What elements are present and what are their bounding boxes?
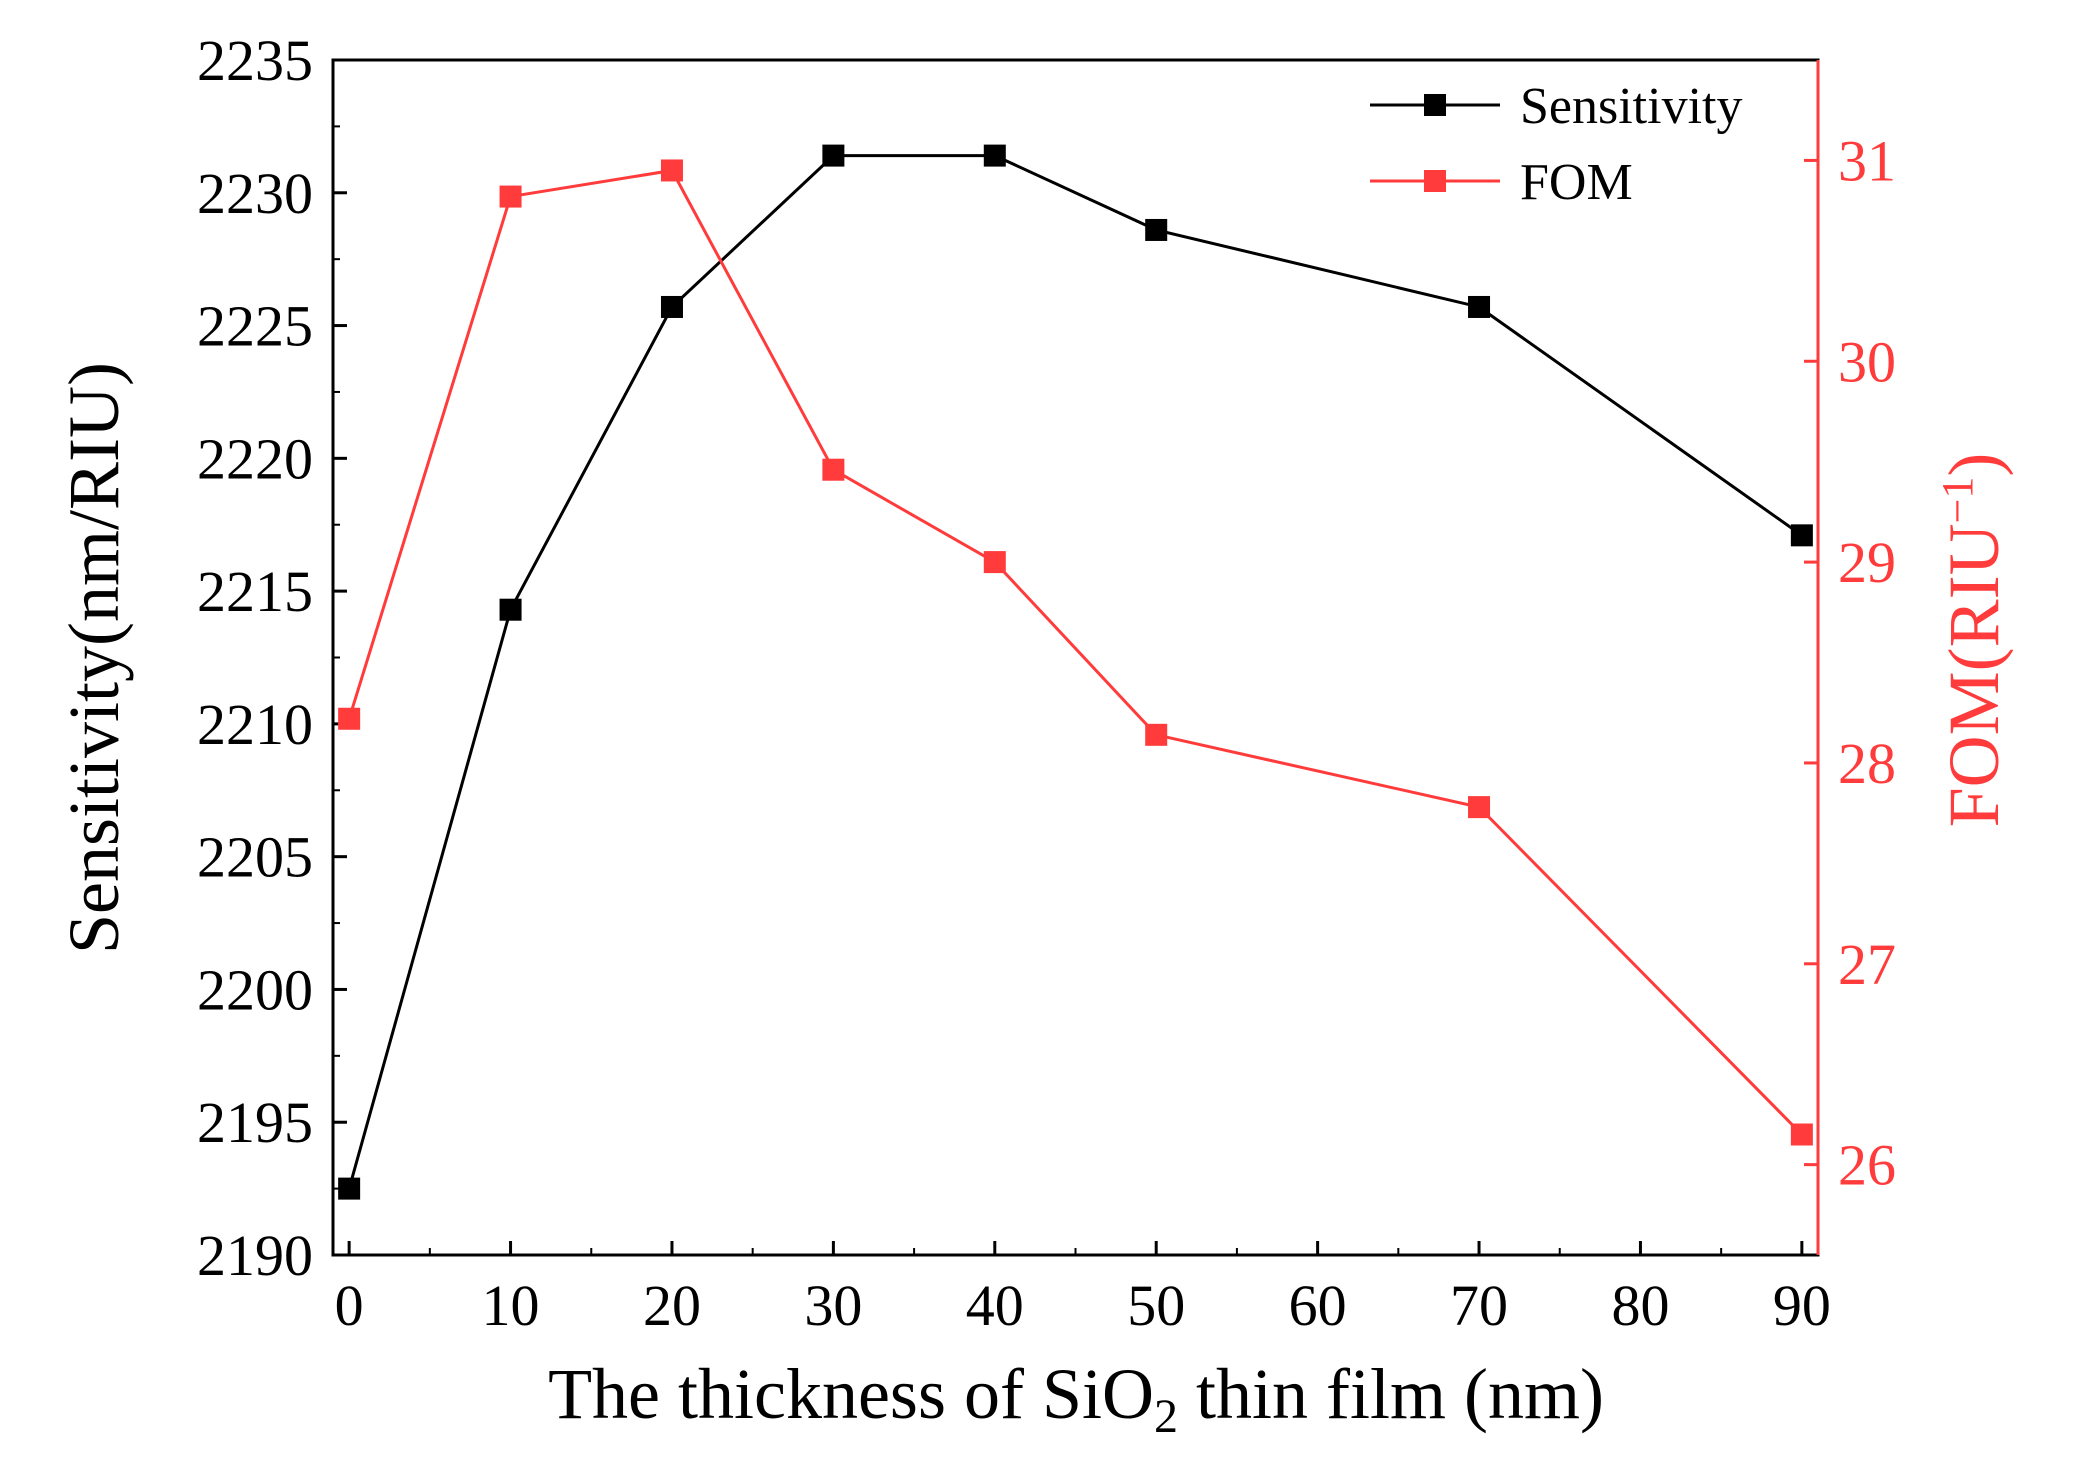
y-tick-label: 2200 [197, 957, 313, 1022]
legend-marker-sensitivity [1424, 94, 1446, 116]
y2-tick-label: 31 [1838, 128, 1896, 193]
data-point-fom [1145, 723, 1168, 746]
data-point-sensitivity [1145, 218, 1168, 241]
data-point-sensitivity [1790, 524, 1813, 547]
x-tick-label: 30 [804, 1273, 862, 1338]
y-tick-label: 2190 [197, 1223, 313, 1288]
data-point-fom [1468, 796, 1491, 819]
data-point-sensitivity [660, 295, 683, 318]
y-tick-label: 2210 [197, 692, 313, 757]
data-point-sensitivity [822, 144, 845, 167]
series-line-fom [347, 168, 1803, 1136]
x-tick-label: 10 [482, 1273, 540, 1338]
data-point-sensitivity [1468, 295, 1491, 318]
x-tick-label: 90 [1773, 1273, 1831, 1338]
y2-tick-label: 30 [1838, 329, 1896, 394]
data-point-fom [338, 707, 361, 730]
x-axis-title-main: The thickness of SiO [548, 1354, 1154, 1434]
legend-marker-fom [1424, 170, 1446, 192]
axis-ticks: 0 10 20 30 40 50 60 70 80 90 2190 2195 2200 2205 2210 2… [197, 28, 1896, 1338]
x-tick-label: 70 [1450, 1273, 1508, 1338]
x-tick-label: 50 [1127, 1273, 1185, 1338]
y-axis-title: Sensitivity(nm/RIU) [54, 362, 134, 954]
y-tick-label: 2220 [197, 426, 313, 491]
data-point-fom [499, 185, 522, 208]
data-point-sensitivity [338, 1177, 361, 1200]
y-tick-label: 2225 [197, 294, 313, 359]
y-tick-label: 2215 [197, 559, 313, 624]
series-line-sensitivity [347, 154, 1803, 1190]
y2-axis-title-superscript: −1 [1933, 477, 1982, 524]
series-layer [338, 144, 1813, 1200]
y-tick-label: 2235 [197, 28, 313, 93]
x-tick-label: 60 [1289, 1273, 1347, 1338]
y2-tick-label: 26 [1838, 1133, 1896, 1198]
x-axis-title-subscript: 2 [1154, 1390, 1178, 1443]
y-tick-label: 2205 [197, 825, 313, 890]
plot-frame [331, 58, 1820, 1257]
x-axis-title-tail: thin film (nm) [1178, 1354, 1604, 1434]
y2-tick-label: 27 [1838, 932, 1896, 997]
data-point-fom [822, 458, 845, 481]
data-point-fom [660, 159, 683, 182]
y2-tick-label: 29 [1838, 530, 1896, 595]
y-tick-label: 2230 [197, 161, 313, 226]
x-tick-label: 40 [966, 1273, 1024, 1338]
y2-axis-title-tail: ) [1934, 453, 2014, 477]
y-tick-label: 2195 [197, 1090, 313, 1155]
x-tick-label: 20 [643, 1273, 701, 1338]
legend-label-fom: FOM [1520, 154, 1633, 211]
x-tick-label: 0 [335, 1273, 364, 1338]
y2-axis-title: FOM(RIU−1) [1933, 453, 2014, 828]
y2-tick-label: 28 [1838, 731, 1896, 796]
y2-axis-title-main: FOM(RIU [1934, 523, 2014, 827]
data-point-fom [983, 551, 1006, 574]
x-tick-label: 80 [1611, 1273, 1669, 1338]
data-point-fom [1790, 1123, 1813, 1146]
x-axis-title: The thickness of SiO2 thin film (nm) [548, 1354, 1604, 1443]
data-point-sensitivity [499, 598, 522, 621]
data-point-sensitivity [983, 144, 1006, 167]
legend-label-sensitivity: Sensitivity [1520, 78, 1742, 135]
legend: Sensitivity FOM [1370, 78, 1742, 211]
